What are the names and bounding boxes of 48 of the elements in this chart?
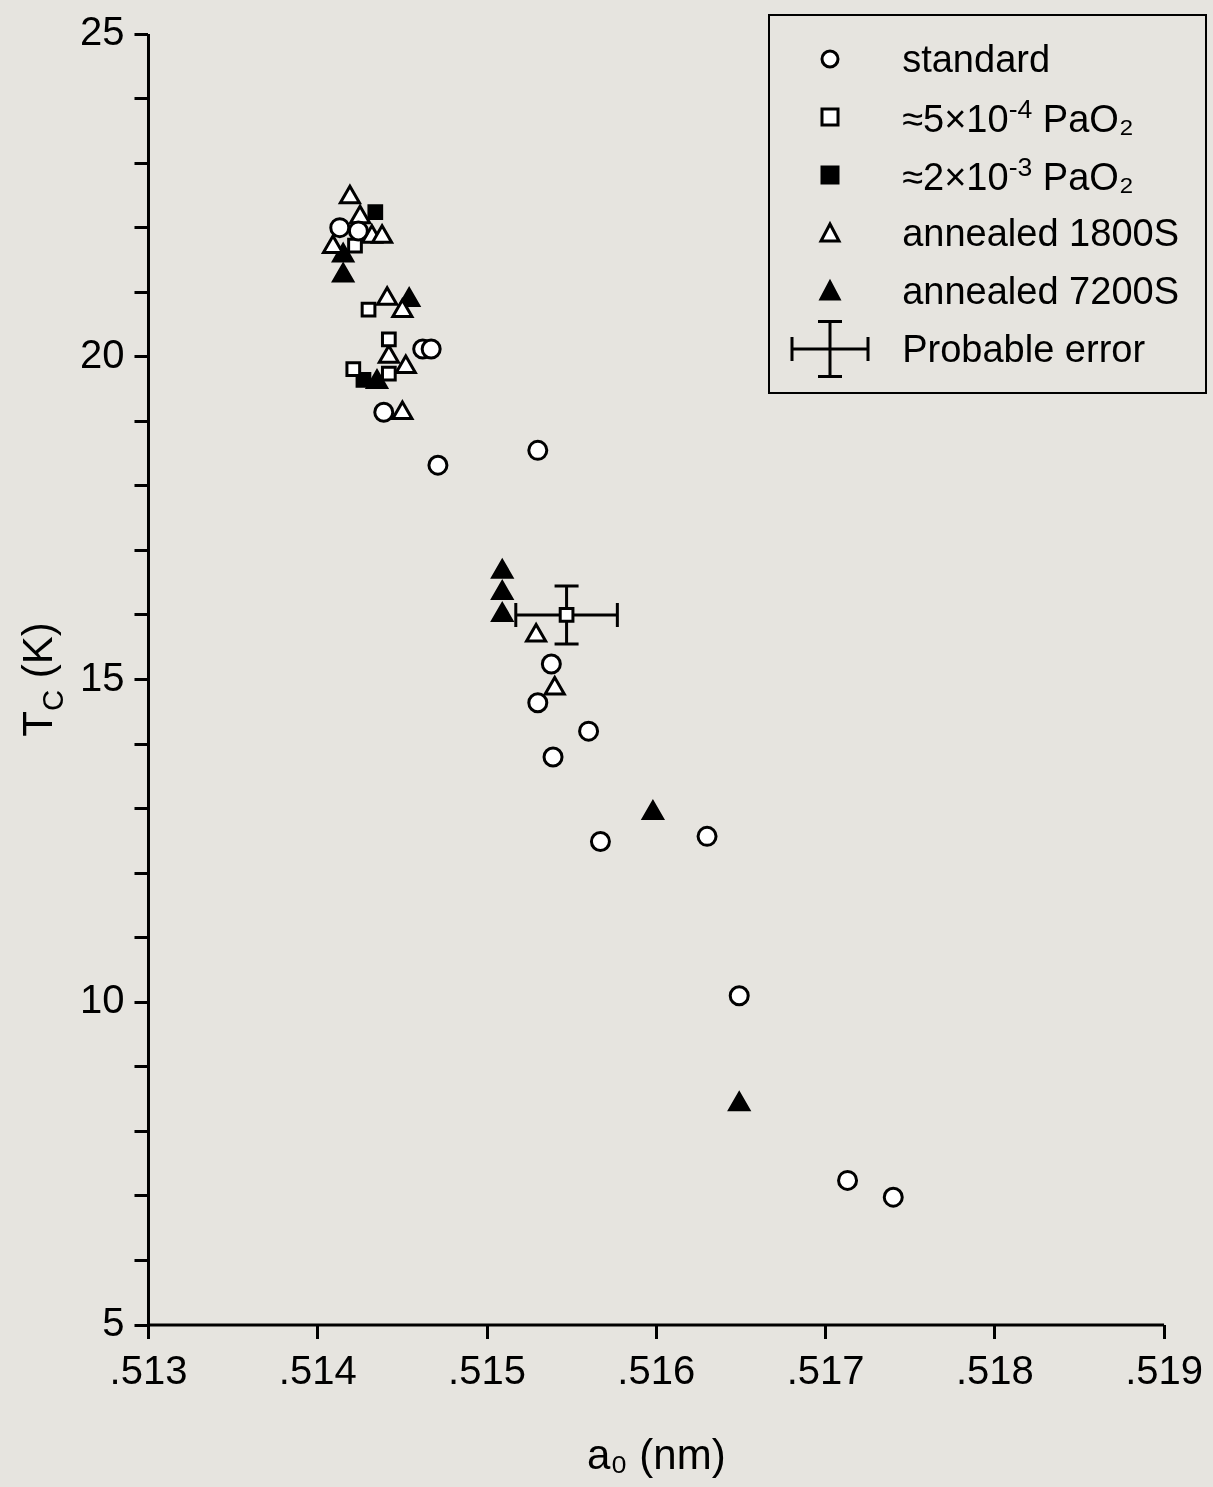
point — [543, 676, 566, 696]
x-tick-label: .515 — [448, 1348, 526, 1393]
point — [589, 831, 611, 853]
legend-label: ≈5×10$^{-4}$ PaO₂ — [902, 93, 1134, 141]
point — [376, 286, 399, 306]
y-axis-title: TC (K) — [13, 622, 69, 737]
point — [377, 344, 400, 364]
point — [525, 623, 548, 643]
y-tick-label: 15 — [79, 654, 125, 699]
legend-label: Probable error — [902, 327, 1146, 371]
x-tick-label: .516 — [617, 1348, 696, 1393]
point — [578, 720, 600, 742]
y-tick-label: 5 — [102, 1300, 125, 1345]
point — [365, 369, 389, 389]
point — [373, 401, 395, 423]
point — [491, 580, 514, 600]
point — [391, 298, 414, 318]
point — [391, 400, 414, 420]
y-tick-label: 10 — [79, 977, 125, 1022]
point — [837, 1169, 859, 1191]
point — [332, 262, 355, 283]
point — [728, 985, 750, 1007]
x-tick-label: .519 — [1125, 1348, 1203, 1393]
x-tick-label: .513 — [109, 1348, 188, 1393]
x-tick-label: .514 — [278, 1348, 357, 1393]
y-tick-label: 20 — [79, 331, 125, 376]
x-axis-title: a₀ (nm) — [586, 1430, 726, 1478]
point — [527, 692, 549, 714]
point — [696, 825, 718, 847]
legend-label: ≈2×10$^{-3}$ PaO₂ — [902, 151, 1134, 199]
legend-label: annealed 1800S — [902, 211, 1179, 255]
point — [371, 224, 394, 244]
point — [641, 800, 664, 821]
point — [540, 653, 562, 675]
point — [491, 559, 514, 579]
point — [427, 454, 449, 476]
point — [394, 354, 417, 375]
point — [338, 184, 361, 205]
legend-label: standard — [902, 37, 1051, 81]
y-tick-label: 25 — [79, 9, 125, 54]
point — [527, 439, 549, 461]
point — [558, 607, 575, 623]
point — [542, 746, 564, 768]
x-tick-label: .517 — [786, 1348, 865, 1393]
legend-label: annealed 7200S — [902, 269, 1179, 313]
point — [882, 1186, 904, 1208]
point — [491, 602, 514, 622]
x-tick-label: .518 — [955, 1348, 1034, 1393]
